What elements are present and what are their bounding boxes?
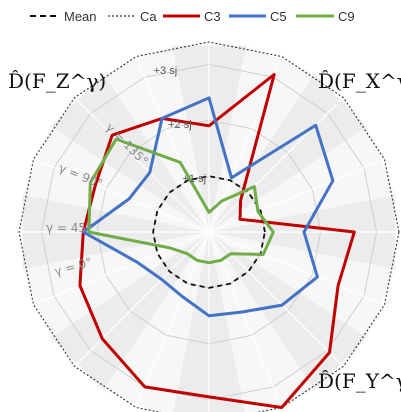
legend-label-mean: Mean (64, 9, 97, 24)
legend-label-c9: C9 (338, 9, 355, 24)
legend: Mean Ca C3 C5 C9 (30, 9, 355, 24)
corner-label-x: D̂(F_X^γ) (318, 69, 401, 93)
series-c5 (81, 96, 335, 318)
grid-spoke (208, 231, 385, 306)
grid-sector (103, 232, 209, 412)
grid-spoke (74, 97, 210, 233)
grid-sector (209, 45, 315, 233)
legend-label-c5: C5 (270, 9, 287, 24)
corner-label-y: D̂(F_Y^γ) (318, 369, 401, 393)
grid-spoke (33, 158, 210, 233)
grid-sector (22, 126, 210, 232)
corner-labels: D̂(F_Z^γ) D̂(F_X^γ) D̂(F_Y^γ) (8, 69, 401, 393)
angle-label: γ = 45° (46, 221, 92, 235)
grid-spoke (135, 56, 210, 233)
series-ca (18, 41, 400, 412)
grid-spoke (208, 158, 385, 233)
series-mean (152, 175, 266, 289)
grid-sector (209, 126, 396, 232)
corner-label-z: D̂(F_Z^γ) (8, 69, 106, 93)
grid-sector (209, 232, 396, 338)
ring-label: +1 sj (183, 173, 207, 185)
legend-label-c3: C3 (204, 9, 221, 24)
series-layer (18, 41, 400, 412)
legend-label-ca: Ca (140, 9, 157, 24)
series-c9 (87, 137, 275, 265)
grid-spoke (208, 97, 344, 233)
ring-label: +2 sj (168, 119, 192, 131)
ring-label: +3 sj (154, 65, 178, 77)
grid-spoke (33, 231, 210, 306)
grid-sector (209, 232, 315, 412)
grid-sector (22, 232, 210, 338)
